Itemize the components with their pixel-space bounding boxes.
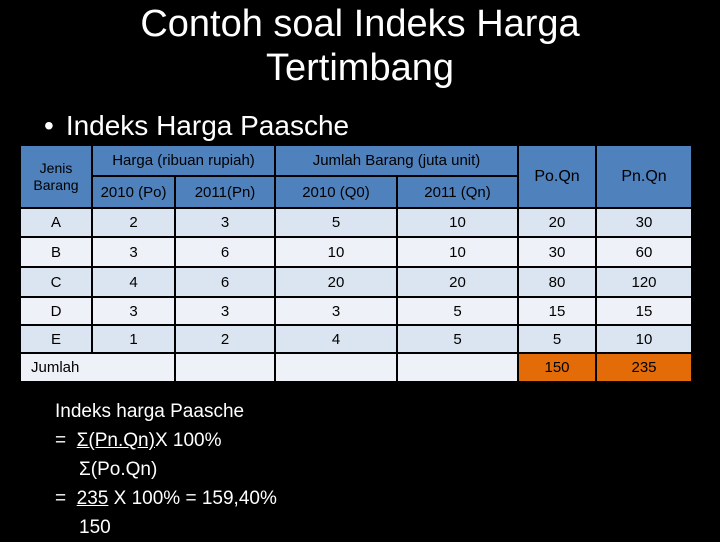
table-cell: 30 — [518, 237, 596, 267]
subheader-2011-qn: 2011 (Qn) — [397, 176, 518, 208]
bullet-dot-icon: • — [44, 110, 54, 141]
formula-line-3: = 235 X 100% = 159,40% — [55, 488, 277, 509]
header-pn-qn: Pn.Qn — [596, 145, 692, 208]
header-harga: Harga (ribuan rupiah) — [92, 145, 275, 176]
formula-line-2: Σ(Po.Qn) — [79, 459, 158, 480]
table-cell: 30 — [596, 208, 692, 237]
table-cell: A — [20, 208, 92, 237]
table-cell: 3 — [275, 297, 397, 325]
table-cell: 80 — [518, 267, 596, 297]
slide-title: Contoh soal Indeks Harga Tertimbang — [0, 2, 720, 90]
total-label: Jumlah — [20, 353, 175, 382]
subheader-2011-pn: 2011(Pn) — [175, 176, 275, 208]
table-cell: 6 — [175, 267, 275, 297]
paasche-formula: Indeks harga Paasche = Σ(Pn.Qn)X 100% Σ(… — [55, 397, 277, 542]
sigma-icon: Σ — [79, 459, 91, 480]
table-cell: 5 — [397, 297, 518, 325]
total-empty-cell — [397, 353, 518, 382]
title-line-1: Contoh soal Indeks Harga — [140, 3, 580, 45]
table-cell: 10 — [596, 325, 692, 353]
bullet-heading: • Indeks Harga Paasche — [44, 109, 349, 143]
table-cell: 15 — [518, 297, 596, 325]
table-cell: 1 — [92, 325, 175, 353]
table-cell: 15 — [596, 297, 692, 325]
table-cell: 5 — [275, 208, 397, 237]
table-cell: 120 — [596, 267, 692, 297]
formula-heading: Indeks harga Paasche — [55, 401, 245, 422]
table-cell: 6 — [175, 237, 275, 267]
table-cell: 3 — [92, 297, 175, 325]
table-cell: B — [20, 237, 92, 267]
sigma-icon: Σ — [76, 430, 89, 451]
table-cell: 3 — [92, 237, 175, 267]
total-po-qn: 150 — [518, 353, 596, 382]
table-cell: 2 — [92, 208, 175, 237]
table-cell: 5 — [518, 325, 596, 353]
table-cell: 20 — [397, 267, 518, 297]
total-empty-cell — [275, 353, 397, 382]
table-cell: 2 — [175, 325, 275, 353]
subheader-2010-po: 2010 (Po) — [92, 176, 175, 208]
title-line-2: Tertimbang — [266, 47, 454, 89]
formula-line-4: 150 — [79, 517, 111, 538]
table-cell: 20 — [518, 208, 596, 237]
table-cell: 4 — [92, 267, 175, 297]
table-cell: 5 — [397, 325, 518, 353]
total-empty-cell — [175, 353, 275, 382]
total-pn-qn: 235 — [596, 353, 692, 382]
header-jenis-barang: Jenis Barang — [20, 145, 92, 208]
table-cell: 10 — [275, 237, 397, 267]
table-cell: E — [20, 325, 92, 353]
header-po-qn: Po.Qn — [518, 145, 596, 208]
table-cell: C — [20, 267, 92, 297]
bullet-text: Indeks Harga Paasche — [65, 110, 350, 141]
table-cell: 20 — [275, 267, 397, 297]
table-cell: 3 — [175, 208, 275, 237]
table-cell: 4 — [275, 325, 397, 353]
formula-line-1: = Σ(Pn.Qn)X 100% — [55, 430, 222, 451]
table-cell: 60 — [596, 237, 692, 267]
table-cell: D — [20, 297, 92, 325]
table-cell: 10 — [397, 208, 518, 237]
header-jumlah-barang: Jumlah Barang (juta unit) — [275, 145, 518, 176]
subheader-2010-q0: 2010 (Q0) — [275, 176, 397, 208]
table-cell: 10 — [397, 237, 518, 267]
table-cell: 3 — [175, 297, 275, 325]
